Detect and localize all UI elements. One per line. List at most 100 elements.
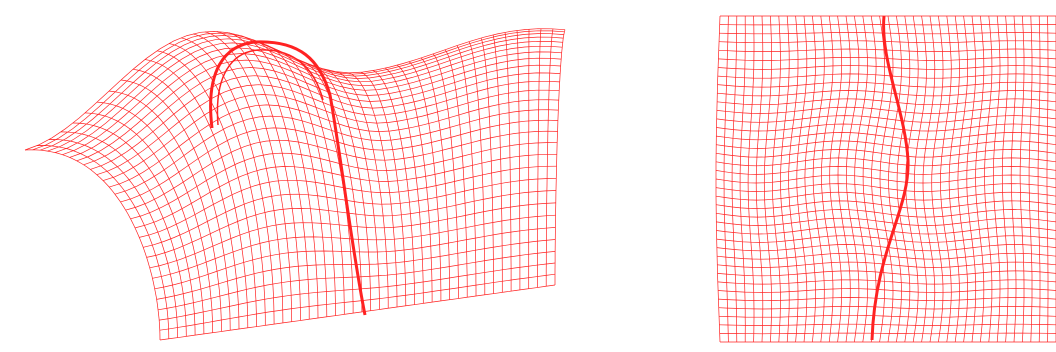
mesh-line xyxy=(829,15,843,343)
mesh-line xyxy=(993,15,1001,343)
mesh-line xyxy=(135,153,557,229)
mesh-line xyxy=(719,32,1056,35)
mesh-line xyxy=(718,40,1056,44)
mesh-line xyxy=(717,279,1056,285)
mesh-line xyxy=(717,73,1056,79)
mesh-line xyxy=(862,15,877,343)
mesh-line xyxy=(90,72,561,170)
mesh-line xyxy=(432,53,459,299)
mesh-line xyxy=(716,123,1056,132)
mesh-line xyxy=(54,40,563,153)
mesh-line xyxy=(763,15,772,343)
mesh-line xyxy=(62,45,563,156)
mesh-line xyxy=(216,31,301,321)
mesh-line xyxy=(48,139,178,338)
mesh-line xyxy=(159,284,556,341)
mesh-line xyxy=(492,34,503,293)
mesh-line xyxy=(716,191,1056,201)
mesh-line xyxy=(854,15,868,343)
mesh-line xyxy=(719,332,1056,335)
mesh-line xyxy=(159,273,556,331)
mesh-line xyxy=(718,314,1056,318)
mesh-line xyxy=(537,28,542,288)
mesh-line xyxy=(772,15,781,343)
mesh-line xyxy=(718,288,1056,293)
mesh-line xyxy=(747,15,755,343)
mesh-line xyxy=(84,112,205,334)
mesh-line xyxy=(168,43,266,326)
mesh-line xyxy=(716,209,1056,218)
mesh-line xyxy=(931,15,944,343)
mesh-line xyxy=(984,15,993,343)
mesh-line xyxy=(716,132,1056,141)
mesh-line xyxy=(554,29,566,285)
mesh-line xyxy=(716,235,1056,243)
mesh-line xyxy=(139,165,557,238)
mesh-line xyxy=(83,64,561,166)
mesh-line xyxy=(718,56,1056,61)
mesh-line xyxy=(717,270,1056,277)
mesh-line xyxy=(125,130,558,211)
mesh-line xyxy=(39,33,564,151)
mesh-line xyxy=(718,297,1056,302)
mesh-line xyxy=(837,15,851,343)
mesh-line xyxy=(96,80,560,176)
mesh-line xyxy=(731,15,738,343)
mesh-line xyxy=(780,15,790,343)
mesh-line xyxy=(718,65,1056,70)
mesh-line xyxy=(716,226,1056,235)
mesh-line xyxy=(1037,15,1041,343)
mesh-line xyxy=(102,89,560,181)
mesh-line xyxy=(76,57,562,162)
mesh-line xyxy=(716,140,1056,149)
mesh-line xyxy=(940,15,952,343)
mesh-line xyxy=(717,98,1056,106)
mesh-line xyxy=(1046,15,1049,343)
mesh-line xyxy=(718,48,1056,52)
mesh-line xyxy=(47,36,564,152)
mesh-line xyxy=(718,306,1056,310)
mesh-line xyxy=(1001,15,1009,343)
mesh-line xyxy=(913,15,927,343)
mesh-line xyxy=(149,202,556,269)
mesh-line xyxy=(717,252,1056,260)
mesh-line xyxy=(716,149,1056,158)
mesh-line xyxy=(716,217,1056,226)
mesh-line xyxy=(717,81,1056,88)
mesh-line xyxy=(372,70,415,305)
mesh-line xyxy=(922,15,936,343)
mesh-line xyxy=(1019,15,1025,343)
mesh-line xyxy=(717,261,1056,268)
mesh-line xyxy=(69,51,562,158)
mesh-line xyxy=(723,15,729,343)
mesh-line xyxy=(719,23,1056,26)
mesh-line xyxy=(716,115,1056,123)
mesh-line xyxy=(504,32,512,292)
mesh-line xyxy=(715,174,1056,184)
mesh-line xyxy=(716,157,1056,167)
mesh-line xyxy=(715,166,1056,175)
mesh-line xyxy=(716,106,1056,114)
mesh-line xyxy=(717,90,1056,97)
mesh-line xyxy=(143,177,557,248)
mesh-line xyxy=(812,15,825,343)
mesh-line xyxy=(1028,15,1033,343)
seam-arch xyxy=(209,40,367,316)
mesh-line xyxy=(120,119,558,203)
mesh-line xyxy=(159,262,556,321)
mesh-line xyxy=(468,41,486,295)
mesh-line xyxy=(845,15,860,343)
mesh-line xyxy=(36,145,170,339)
mesh-line xyxy=(480,37,494,294)
mesh-line xyxy=(545,28,554,287)
mesh-line xyxy=(888,15,902,343)
mesh-line xyxy=(240,35,319,319)
seam-line xyxy=(870,15,910,341)
right-mesh xyxy=(715,15,1056,343)
left-mesh xyxy=(24,28,566,341)
mesh-line xyxy=(384,67,424,304)
seam-arch-inner xyxy=(216,49,324,126)
mesh-line xyxy=(158,251,556,311)
